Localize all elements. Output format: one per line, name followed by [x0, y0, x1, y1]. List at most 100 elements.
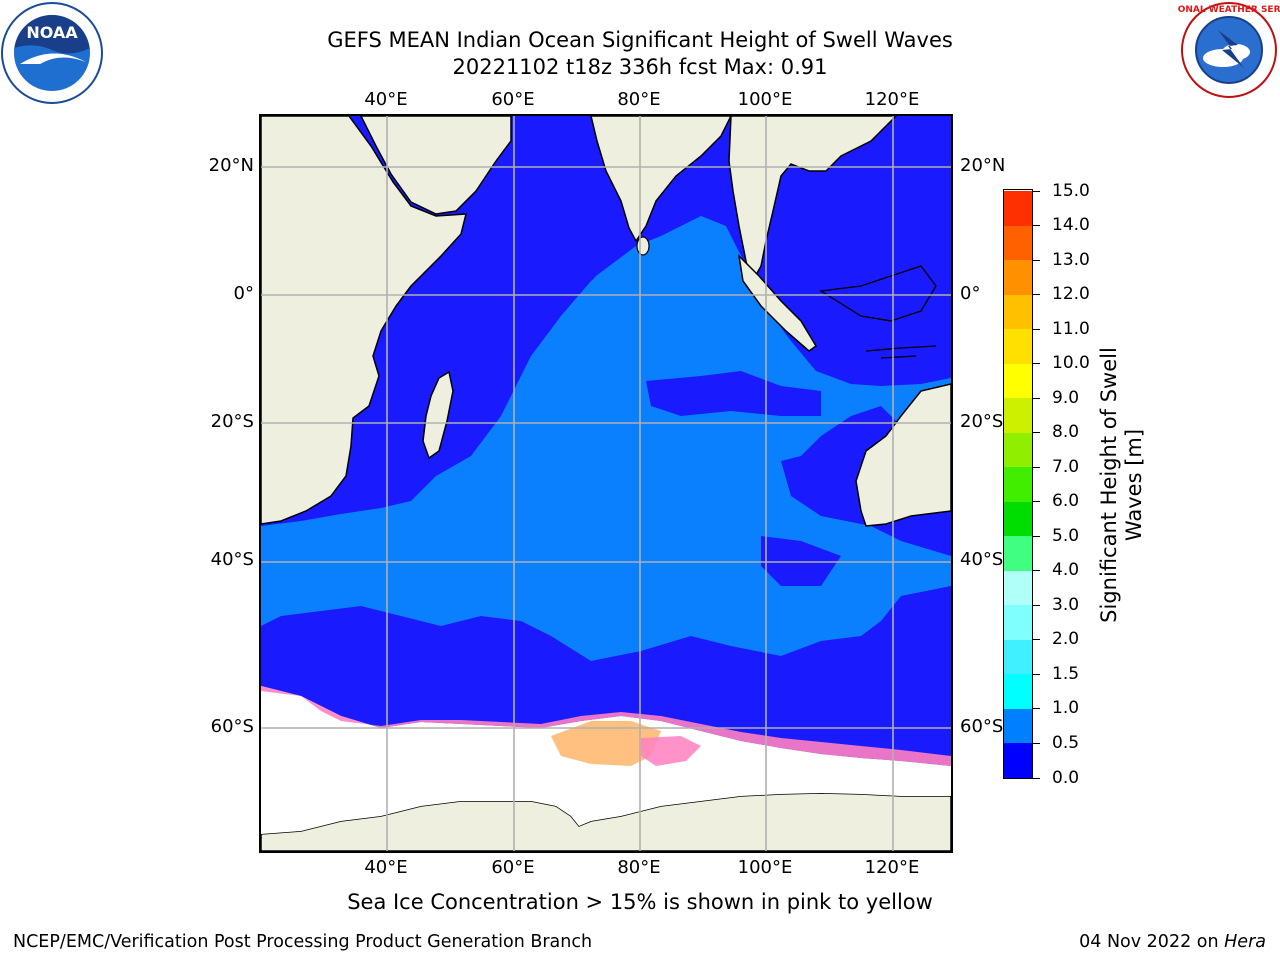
- lat-tick-left: 60°S: [210, 716, 254, 737]
- colorbar-segment: [1004, 535, 1032, 571]
- colorbar-tick-mark: [1033, 294, 1040, 296]
- colorbar-tick-mark: [1033, 328, 1040, 330]
- map-panel: [259, 114, 953, 853]
- noaa-logo: NOAA: [0, 2, 105, 104]
- host-name: Hera: [1224, 932, 1266, 952]
- colorbar-segment: [1004, 570, 1032, 606]
- lon-tick-bottom: 80°E: [617, 857, 661, 878]
- colorbar-tick-label: 2.0: [1052, 629, 1080, 650]
- colorbar-tick-label: 0.5: [1052, 732, 1080, 753]
- colorbar-tick-mark: [1033, 673, 1040, 675]
- sea-ice-orange: [551, 721, 661, 766]
- colorbar-tick-label: 8.0: [1052, 422, 1080, 443]
- nws-logo-text: NATIONAL WEATHER SERVICE: [1178, 5, 1280, 15]
- credit-line: NCEP/EMC/Verification Post Processing Pr…: [13, 932, 593, 952]
- ocean-low-patch: [761, 536, 841, 586]
- colorbar-segment: [1004, 673, 1032, 709]
- lon-tick-top: 60°E: [491, 89, 535, 110]
- colorbar-tick-label: 13.0: [1052, 249, 1090, 270]
- lat-tick-left: 0°: [233, 283, 254, 304]
- colorbar-tick-label: 14.0: [1052, 215, 1090, 236]
- land-australia: [855, 383, 951, 527]
- colorbar-segment: [1004, 363, 1032, 399]
- lat-tick-right: 20°S: [960, 411, 1004, 432]
- date-text: 04 Nov 2022 on: [1079, 932, 1225, 952]
- lat-tick-right: 20°N: [960, 155, 1006, 176]
- colorbar-tick-mark: [1033, 225, 1040, 227]
- colorbar-tick-label: 0.0: [1052, 767, 1080, 788]
- colorbar-tick-label: 6.0: [1052, 491, 1080, 512]
- colorbar-tick-mark: [1033, 708, 1040, 710]
- land-indonesia: [819, 265, 937, 359]
- land-arabia: [360, 116, 512, 215]
- colorbar-tick-label: 10.0: [1052, 353, 1090, 374]
- lon-tick-bottom: 60°E: [491, 857, 535, 878]
- colorbar-tick-mark: [1033, 742, 1040, 744]
- colorbar-segment: [1004, 639, 1032, 675]
- colorbar-tick-mark: [1033, 363, 1040, 365]
- land-india: [590, 116, 732, 243]
- colorbar-segment: [1004, 742, 1032, 778]
- colorbar-tick-mark: [1033, 535, 1040, 537]
- nws-logo: NATIONAL WEATHER SERVICE: [1154, 0, 1280, 100]
- colorbar-tick-mark: [1033, 466, 1040, 468]
- colorbar-segment: [1004, 432, 1032, 468]
- colorbar-segment: [1004, 501, 1032, 537]
- sea-ice-pink: [261, 686, 951, 766]
- land-sri-lanka: [636, 236, 650, 256]
- colorbar-segment: [1004, 397, 1032, 433]
- colorbar-label: Significant Height of Swell Waves [m]: [1097, 347, 1146, 623]
- colorbar-tick-mark: [1033, 604, 1040, 606]
- colorbar-segment: [1004, 708, 1032, 744]
- lat-tick-left: 40°S: [210, 549, 254, 570]
- colorbar-tick-mark: [1033, 501, 1040, 503]
- colorbar-tick-label: 12.0: [1052, 284, 1090, 305]
- colorbar-tick-mark: [1033, 259, 1040, 261]
- date-stamp: 04 Nov 2022 on Hera: [1079, 932, 1266, 952]
- lat-tick-right: 0°: [960, 283, 981, 304]
- colorbar-segment: [1004, 190, 1032, 226]
- land-sumatra: [737, 253, 817, 352]
- colorbar-tick-mark: [1033, 190, 1040, 192]
- lon-tick-bottom: 40°E: [364, 857, 408, 878]
- colorbar-segment: [1004, 225, 1032, 261]
- sea-ice-note: Sea Ice Concentration > 15% is shown in …: [347, 890, 933, 914]
- colorbar-segment: [1004, 294, 1032, 330]
- sea-ice-pink-patch: [641, 736, 701, 766]
- lon-tick-bottom: 120°E: [864, 857, 920, 878]
- colorbar-tick-label: 7.0: [1052, 456, 1080, 477]
- land-africa: [261, 116, 467, 525]
- colorbar-tick-mark: [1033, 777, 1040, 779]
- land-madagascar: [422, 370, 454, 460]
- map-canvas: [261, 116, 951, 851]
- colorbar-tick-label: 9.0: [1052, 387, 1080, 408]
- lon-tick-top: 100°E: [737, 89, 793, 110]
- colorbar-tick-label: 3.0: [1052, 594, 1080, 615]
- chart-subtitle: 20221102 t18z 336h fcst Max: 0.91: [452, 55, 828, 79]
- lat-tick-right: 40°S: [960, 549, 1004, 570]
- colorbar-tick-label: 4.0: [1052, 560, 1080, 581]
- chart-title: GEFS MEAN Indian Ocean Significant Heigh…: [327, 28, 953, 52]
- lat-tick-left: 20°S: [210, 411, 254, 432]
- lon-tick-top: 80°E: [617, 89, 661, 110]
- colorbar-tick-label: 1.0: [1052, 698, 1080, 719]
- colorbar-tick-label: 5.0: [1052, 525, 1080, 546]
- lon-tick-bottom: 100°E: [737, 857, 793, 878]
- lat-tick-right: 60°S: [960, 716, 1004, 737]
- ocean-mid-swell-north: [531, 216, 781, 371]
- colorbar-tick-mark: [1033, 397, 1040, 399]
- land-se-asia: [728, 116, 898, 287]
- colorbar-segment: [1004, 328, 1032, 364]
- colorbar-tick-label: 11.0: [1052, 318, 1090, 339]
- colorbar-segment: [1004, 466, 1032, 502]
- lon-tick-top: 40°E: [364, 89, 408, 110]
- graticule: [261, 116, 951, 851]
- lat-tick-left: 20°N: [208, 155, 254, 176]
- lon-tick-top: 120°E: [864, 89, 920, 110]
- noaa-logo-text: NOAA: [26, 23, 78, 42]
- colorbar-segment: [1004, 604, 1032, 640]
- ocean-low-patch: [646, 371, 821, 416]
- colorbar-tick-mark: [1033, 432, 1040, 434]
- colorbar-segment: [1004, 259, 1032, 295]
- colorbar-tick-mark: [1033, 639, 1040, 641]
